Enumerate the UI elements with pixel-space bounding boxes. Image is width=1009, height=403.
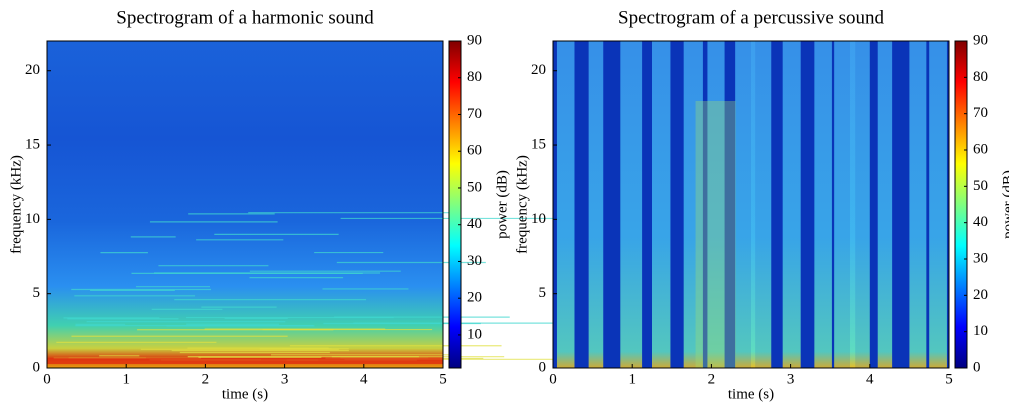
colorbar <box>954 40 968 369</box>
y-tick-label: 0 <box>539 359 547 375</box>
colorbar-tick-label: 90 <box>973 32 988 48</box>
y-axis-label: frequency (kHz) <box>8 155 24 254</box>
y-tick-label: 5 <box>539 285 547 301</box>
title: Spectrogram of a percussive sound <box>618 7 884 28</box>
x-tick-label: 2 <box>708 371 716 387</box>
y-tick-label: 20 <box>25 62 40 78</box>
colorbar-tick-label: 70 <box>973 105 988 121</box>
colorbar-tick-label: 80 <box>973 69 988 85</box>
onset-stripe <box>814 41 832 368</box>
x-tick-label: 3 <box>787 371 795 387</box>
colorbar-tick-label: 10 <box>467 326 482 342</box>
x-tick-label: 1 <box>628 371 636 387</box>
y-tick-label: 10 <box>25 211 40 227</box>
colorbar-tick-label: 50 <box>973 178 988 194</box>
x-tick-label: 0 <box>549 371 557 387</box>
low-band <box>47 358 443 364</box>
onset-stripe <box>782 41 801 368</box>
onset-stripe <box>620 41 643 368</box>
onset-stripe <box>909 41 927 368</box>
y-tick-label: 5 <box>33 285 41 301</box>
y-tick-label: 15 <box>531 136 546 152</box>
onset-stripe <box>588 41 604 368</box>
colorbar-tick-label: 0 <box>973 359 981 375</box>
axes-frame <box>46 40 444 369</box>
onset-stripe <box>877 41 893 368</box>
colorbar-label: power (dB) <box>1000 170 1009 239</box>
onset-stripe <box>683 41 703 368</box>
colorbar-tick-label: 20 <box>973 287 988 303</box>
spectrogram <box>47 41 443 368</box>
onset-stripe <box>652 41 671 368</box>
colorbar-tick-label: 40 <box>973 214 988 230</box>
colorbar-tick-label: 30 <box>467 253 482 269</box>
x-tick-label: 0 <box>43 371 51 387</box>
y-tick-label: 20 <box>531 62 546 78</box>
y-tick-label: 10 <box>531 211 546 227</box>
x-tick-label: 3 <box>281 371 289 387</box>
colorbar-tick-label: 20 <box>467 290 482 306</box>
title: Spectrogram of a harmonic sound <box>116 7 374 28</box>
x-tick-label: 5 <box>945 371 953 387</box>
x-tick-label: 2 <box>202 371 210 387</box>
x-tick-label: 4 <box>866 371 874 387</box>
x-axis-label: time (s) <box>222 386 268 402</box>
x-tick-label: 4 <box>360 371 368 387</box>
colorbar-tick-label: 70 <box>467 106 482 122</box>
colorbar-tick-label: 50 <box>467 179 482 195</box>
colorbar-tick-label: 10 <box>973 323 988 339</box>
colorbar-tick-label: 90 <box>467 32 482 48</box>
colorbar-label: power (dB) <box>494 170 510 239</box>
axes-frame <box>552 40 950 369</box>
onset-stripe <box>834 41 856 368</box>
colorbar <box>448 40 462 369</box>
onset-stripe <box>929 41 947 368</box>
x-tick-label: 5 <box>439 371 447 387</box>
onset-stripe <box>707 41 725 368</box>
colorbar-tick-label: 60 <box>973 141 988 157</box>
burst <box>695 101 736 368</box>
x-axis-label: time (s) <box>728 386 774 402</box>
y-tick-label: 15 <box>25 136 40 152</box>
y-axis-label: frequency (kHz) <box>514 155 530 254</box>
onset-stripe <box>735 41 756 368</box>
onset-stripe <box>751 41 772 368</box>
onset-stripe <box>850 41 870 368</box>
x-tick-label: 1 <box>122 371 130 387</box>
colorbar-tick-label: 60 <box>467 143 482 159</box>
colorbar-tick-label: 30 <box>973 250 988 266</box>
colorbar-tick-label: 80 <box>467 69 482 85</box>
colorbar-tick-label: 40 <box>467 216 482 232</box>
onset-stripe <box>556 41 575 368</box>
y-tick-label: 0 <box>33 359 41 375</box>
